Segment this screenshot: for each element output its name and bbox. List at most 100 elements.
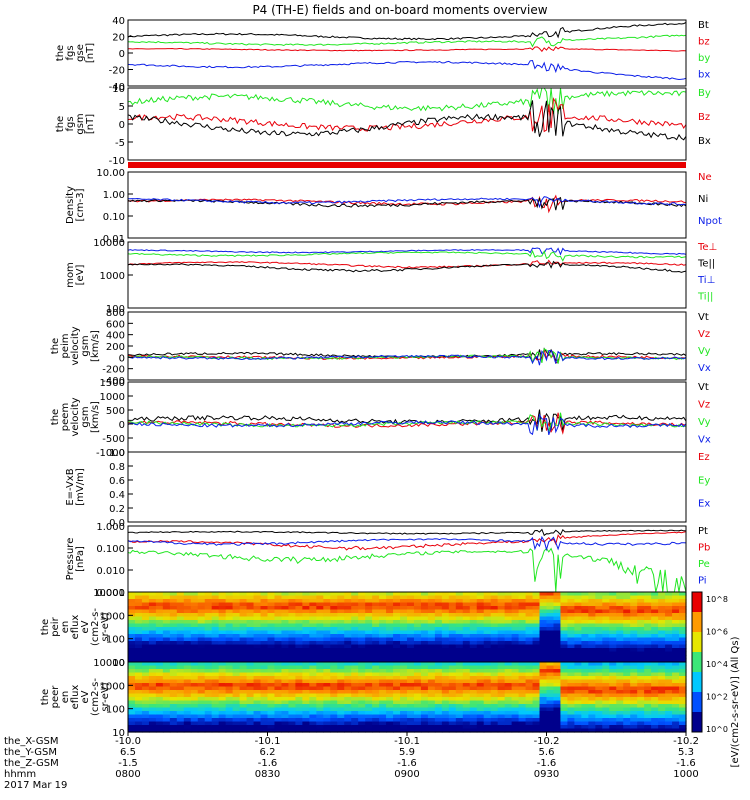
heatmap-cell	[393, 620, 401, 625]
heatmap-cell	[469, 676, 478, 681]
heatmap-cell	[630, 704, 638, 709]
heatmap-cell	[141, 690, 150, 695]
heatmap-cell	[288, 616, 296, 621]
heatmap-cell	[518, 599, 527, 604]
heatmap-cell	[358, 725, 366, 730]
y-tick-label: -400	[102, 376, 125, 387]
heatmap-cell	[651, 641, 659, 646]
heatmap-cell	[386, 627, 394, 632]
heatmap-cell	[497, 602, 506, 607]
legend-Te⊥: Te⊥	[697, 242, 717, 253]
heatmap-cell	[441, 676, 450, 681]
heatmap-cell	[267, 679, 276, 684]
heatmap-cell	[525, 704, 534, 709]
heatmap-cell	[330, 648, 338, 653]
heatmap-cell	[225, 630, 234, 635]
heatmap-cell	[225, 728, 234, 733]
heatmap-cell	[595, 686, 603, 691]
heatmap-cell	[358, 637, 366, 642]
heatmap-cell	[497, 704, 506, 709]
heatmap-cell	[148, 602, 157, 607]
heatmap-cell	[128, 599, 136, 604]
heatmap-cell	[386, 690, 394, 695]
heatmap-cell	[253, 637, 262, 642]
heatmap-cell	[616, 704, 624, 709]
heatmap-cell	[602, 655, 610, 660]
heatmap-cell	[658, 634, 666, 639]
heatmap-cell	[211, 592, 220, 597]
heatmap-cell	[483, 623, 492, 628]
heatmap-cell	[644, 616, 652, 621]
heatmap-cell	[134, 641, 143, 646]
heatmap-cell	[344, 606, 352, 611]
heatmap-cell	[434, 623, 443, 628]
heatmap-cell	[469, 637, 478, 642]
ephemeris-value: 0930	[534, 769, 559, 780]
heatmap-cell	[344, 644, 352, 649]
heatmap-cell	[288, 595, 296, 600]
heatmap-cell	[330, 679, 338, 684]
heatmap-cell	[330, 637, 338, 642]
heatmap-cell	[490, 651, 499, 656]
heatmap-cell	[602, 693, 610, 698]
heatmap-cell	[665, 623, 673, 628]
heatmap-cell	[162, 658, 171, 663]
heatmap-cell	[393, 714, 401, 719]
heatmap-cell	[386, 728, 394, 733]
heatmap-cell	[358, 606, 366, 611]
heatmap-cell	[309, 711, 317, 716]
heatmap-cell	[532, 676, 541, 681]
heatmap-cell	[476, 616, 485, 621]
heatmap-cell	[309, 679, 317, 684]
heatmap-cell	[644, 620, 652, 625]
heatmap-cell	[511, 627, 520, 632]
heatmap-cell	[176, 676, 185, 681]
heatmap-cell	[253, 679, 262, 684]
heatmap-cell	[141, 707, 150, 712]
heatmap-cell	[316, 676, 324, 681]
heatmap-cell	[162, 679, 171, 684]
heatmap-cell	[197, 669, 206, 674]
heatmap-cell	[658, 651, 666, 656]
heatmap-cell	[441, 711, 450, 716]
heatmap-cell	[448, 627, 457, 632]
heatmap-cell	[672, 728, 680, 733]
heatmap-cell	[504, 707, 513, 712]
y-axis-label-part: mom	[65, 262, 76, 288]
heatmap-cell	[141, 644, 150, 649]
panel-frame	[127, 451, 687, 523]
series-line-Ti⊥	[127, 247, 687, 256]
heatmap-cell	[595, 683, 603, 688]
heatmap-cell	[462, 637, 471, 642]
heatmap-cell	[344, 693, 352, 698]
heatmap-cell	[441, 623, 450, 628]
heatmap-cell	[623, 693, 631, 698]
y-tick-label: 1500	[100, 378, 125, 389]
heatmap-cell	[365, 704, 373, 709]
heatmap-cell	[665, 690, 673, 695]
heatmap-cell	[281, 683, 290, 688]
heatmap-cell	[197, 627, 206, 632]
heatmap-cell	[595, 630, 603, 635]
heatmap-cell	[134, 606, 143, 611]
heatmap-cell	[330, 651, 338, 656]
heatmap-cell	[434, 721, 443, 726]
heatmap-cell	[211, 676, 220, 681]
heatmap-cell	[281, 644, 290, 649]
heatmap-cell	[183, 637, 192, 642]
heatmap-cell	[455, 672, 464, 677]
heatmap-cell	[602, 728, 610, 733]
heatmap-cell	[128, 697, 136, 702]
heatmap-cell	[239, 700, 248, 705]
heatmap-cell	[274, 690, 283, 695]
heatmap-cell	[546, 711, 555, 716]
heatmap-cell	[490, 704, 499, 709]
heatmap-cell	[211, 711, 220, 716]
heatmap-cell	[372, 672, 380, 677]
heatmap-cell	[351, 704, 359, 709]
heatmap-cell	[595, 669, 603, 674]
heatmap-cell	[553, 721, 562, 726]
heatmap-cell	[511, 620, 520, 625]
legend-Vt: Vt	[698, 382, 709, 393]
heatmap-cell	[218, 595, 227, 600]
